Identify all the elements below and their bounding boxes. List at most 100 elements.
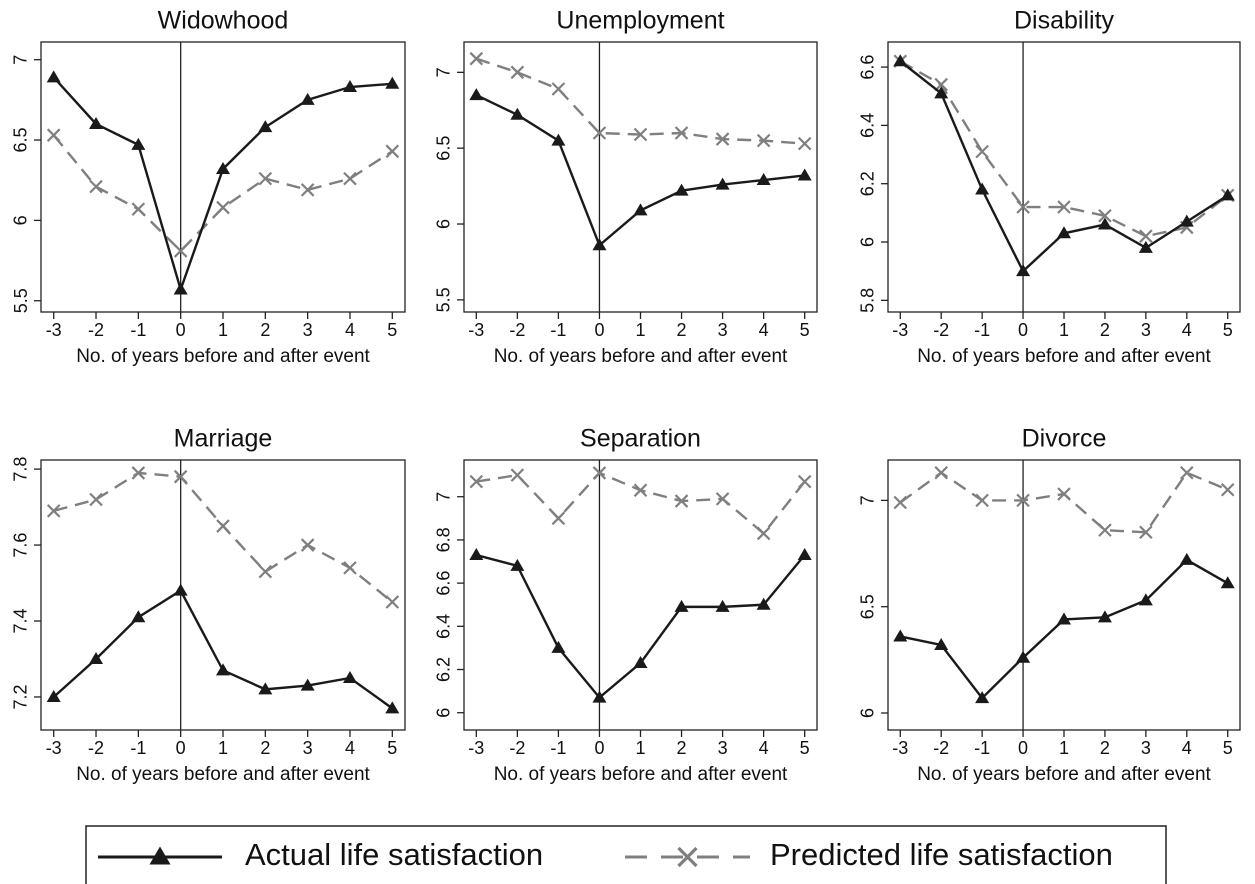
marker-x	[1139, 525, 1153, 540]
marker-triangle	[1138, 240, 1153, 253]
marker-x	[551, 82, 566, 96]
marker-triangle	[797, 168, 812, 181]
x-tick-label: -2	[933, 738, 949, 758]
x-axis-label: No. of years before and after event	[494, 764, 788, 785]
marker-triangle	[1057, 612, 1071, 625]
series-line	[899, 60, 1229, 238]
marker-x	[893, 495, 908, 510]
marker-triangle	[149, 846, 171, 865]
x-axis-label: No. of years before and after event	[494, 346, 788, 367]
marker-triangle	[1097, 217, 1112, 230]
marker-triangle	[551, 133, 566, 146]
x-tick-label: 5	[387, 320, 397, 340]
x-tick-label: -3	[468, 738, 484, 758]
x-tick-label: -3	[46, 738, 62, 758]
marker-x	[89, 179, 103, 194]
y-tick-label: 6.2	[434, 657, 454, 682]
y-tick-label: 7	[434, 67, 454, 77]
y-tick-label: 6.5	[434, 136, 454, 161]
x-tick-label: 3	[718, 738, 728, 758]
marker-triangle	[469, 88, 484, 101]
marker-triangle	[756, 173, 771, 186]
x-tick-label: -2	[88, 320, 104, 340]
marker-x	[1220, 482, 1235, 497]
y-tick-label: 7.8	[11, 457, 31, 482]
marker-x	[1057, 487, 1071, 501]
marker-triangle	[1220, 576, 1235, 589]
series-line	[899, 471, 1229, 534]
marker-triangle	[469, 548, 484, 561]
marker-triangle	[633, 203, 648, 216]
x-tick-label: 3	[718, 320, 728, 340]
marker-x	[677, 846, 698, 868]
x-tick-label: 5	[1223, 738, 1233, 758]
marker-x	[975, 144, 989, 159]
x-tick-label: 5	[800, 320, 810, 340]
marker-triangle	[300, 92, 315, 105]
marker-x	[633, 127, 648, 142]
x-tick-label: 2	[1100, 738, 1110, 758]
marker-x	[551, 511, 566, 526]
marker-x	[1057, 200, 1071, 214]
marker-triangle	[385, 701, 400, 714]
x-tick-label: -2	[509, 738, 525, 758]
marker-triangle	[258, 120, 273, 133]
x-tick-label: 0	[1018, 320, 1028, 340]
marker-triangle	[342, 80, 357, 92]
marker-triangle	[89, 116, 104, 129]
marker-triangle	[1220, 188, 1235, 201]
marker-triangle	[756, 597, 771, 610]
plot-frame	[887, 459, 1241, 731]
marker-triangle	[1179, 214, 1194, 227]
marker-triangle	[1016, 650, 1031, 663]
marker-x	[131, 466, 146, 480]
marker-triangle	[715, 177, 730, 190]
y-tick-label: 6.4	[858, 113, 878, 138]
y-tick-label: 6.5	[858, 594, 878, 619]
marker-x	[216, 200, 230, 215]
x-tick-label: -3	[468, 320, 484, 340]
marker-triangle	[934, 637, 949, 650]
marker-x	[592, 466, 607, 480]
marker-triangle	[89, 651, 104, 664]
x-tick-label: -2	[88, 738, 104, 758]
marker-x	[592, 126, 607, 140]
x-tick-label: 0	[176, 320, 186, 340]
y-tick-label: 6	[434, 219, 454, 229]
series-line	[899, 60, 1229, 274]
plot-frame	[887, 41, 1241, 313]
marker-triangle	[131, 137, 146, 150]
marker-triangle	[1179, 552, 1194, 565]
marker-x	[173, 244, 188, 258]
x-tick-label: 1	[218, 738, 228, 758]
x-tick-label: 1	[635, 738, 645, 758]
marker-triangle	[46, 70, 61, 83]
x-tick-label: 0	[176, 738, 186, 758]
marker-x	[1098, 523, 1112, 537]
x-tick-label: -3	[892, 738, 908, 758]
marker-triangle	[551, 640, 566, 653]
marker-triangle	[893, 629, 908, 642]
x-tick-label: 2	[260, 738, 270, 758]
marker-triangle	[1057, 226, 1071, 239]
marker-x	[1016, 493, 1030, 508]
y-tick-label: 6.2	[858, 171, 878, 196]
marker-triangle	[342, 670, 357, 683]
x-tick-label: -3	[892, 320, 908, 340]
marker-x	[934, 77, 948, 92]
series-line	[475, 94, 805, 248]
y-tick-label: 6.5	[11, 128, 31, 153]
marker-x	[131, 202, 146, 216]
x-tick-label: 4	[759, 738, 769, 758]
marker-x	[469, 474, 484, 489]
marker-triangle	[385, 76, 400, 89]
x-axis-label: No. of years before and after event	[917, 764, 1211, 785]
marker-x	[1016, 200, 1030, 214]
marker-x	[1139, 229, 1153, 243]
marker-x	[173, 469, 188, 484]
marker-x	[674, 126, 689, 140]
y-tick-label: 6.6	[858, 55, 878, 80]
marker-triangle	[893, 54, 908, 67]
series-line	[900, 558, 1229, 700]
marker-triangle	[46, 689, 61, 702]
